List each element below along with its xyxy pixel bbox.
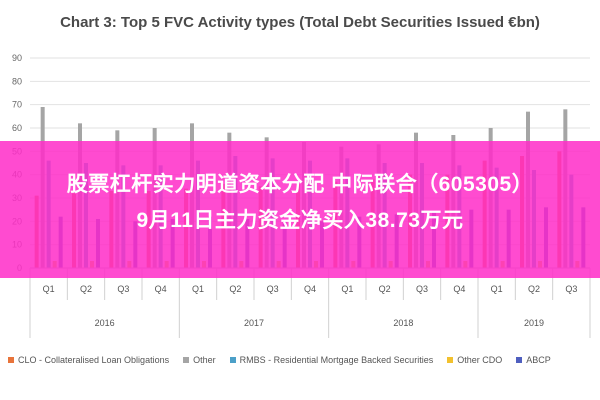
chart-legend: CLO - Collateralised Loan Obligations Oth… — [8, 355, 598, 365]
legend-item: ABCP — [516, 355, 551, 365]
x-tick-label: Q3 — [565, 284, 577, 294]
x-tick-label: Q3 — [117, 284, 129, 294]
x-tick-label: Q3 — [267, 284, 279, 294]
legend-swatch — [8, 357, 14, 363]
x-tick-label: Q1 — [43, 284, 55, 294]
legend-swatch — [516, 357, 523, 363]
legend-item: Other — [183, 355, 216, 365]
legend-label: ABCP — [526, 355, 551, 365]
chart-title: Chart 3: Top 5 FVC Activity types (Total… — [60, 14, 540, 31]
x-year-label: 2019 — [524, 318, 544, 328]
y-tick-label: 80 — [12, 76, 22, 86]
overlay-subheadline: 9月11日主力资金净买入38.73万元 — [136, 209, 464, 232]
x-year-label: 2016 — [95, 318, 115, 328]
x-tick-label: Q2 — [528, 284, 540, 294]
x-year-label: 2017 — [244, 318, 264, 328]
legend-label: CLO - Collateralised Loan Obligations — [18, 355, 170, 365]
x-tick-label: Q1 — [192, 284, 204, 294]
y-tick-label: 90 — [12, 53, 22, 63]
x-axis: Q1 Q2 Q3 Q4 Q1 Q2 Q3 Q4 Q1 Q2 Q3 Q4 Q1 Q2 Q3 2016 2017 20… — [29, 267, 591, 338]
x-tick-label: Q2 — [379, 284, 391, 294]
legend-swatch — [183, 357, 190, 363]
legend-item: RMBS - Residential Mortgage Backed Secur… — [229, 355, 434, 365]
legend-label: Other CDO — [457, 355, 503, 365]
x-tick-label: Q2 — [229, 284, 241, 294]
overlay-banner — [0, 141, 600, 278]
legend-item: Other CDO — [447, 355, 502, 365]
x-tick-label: Q1 — [341, 284, 353, 294]
legend-swatch — [447, 357, 454, 363]
y-tick-label: 60 — [12, 123, 22, 133]
x-tick-label: Q4 — [453, 284, 465, 294]
x-tick-label: Q4 — [304, 284, 316, 294]
overlay-headline: 股票杠杆实力明道资本分配 中际联合（605305） — [66, 173, 534, 196]
y-tick-label: 70 — [12, 100, 22, 110]
legend-item: CLO - Collateralised Loan Obligations — [8, 355, 169, 365]
legend-swatch — [229, 357, 236, 363]
x-tick-label: Q2 — [80, 284, 92, 294]
x-tick-label: Q1 — [491, 284, 503, 294]
legend-label: Other — [193, 355, 216, 365]
x-tick-label: Q3 — [416, 284, 428, 294]
legend-label: RMBS - Residential Mortgage Backed Secur… — [239, 355, 434, 365]
x-year-label: 2018 — [393, 318, 413, 328]
x-tick-label: Q4 — [155, 284, 167, 294]
